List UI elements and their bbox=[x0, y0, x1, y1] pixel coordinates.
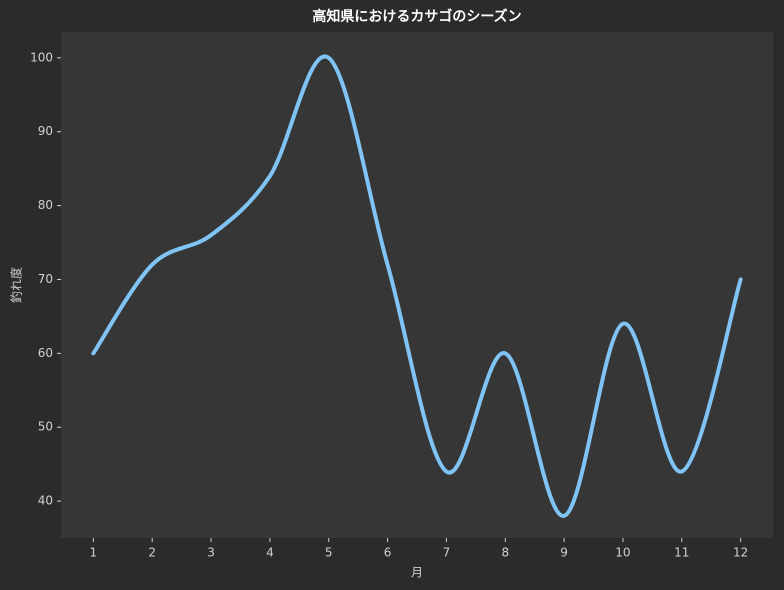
x-tick-label: 8 bbox=[501, 546, 509, 560]
y-tick-label: 80 bbox=[38, 198, 53, 212]
y-tick-label: 60 bbox=[38, 346, 53, 360]
plot-background bbox=[61, 32, 773, 538]
x-tick-label: 6 bbox=[384, 546, 392, 560]
line bbox=[91, 54, 743, 518]
y-tick-label: 90 bbox=[38, 124, 53, 138]
y-axis-label: 釣れ度 bbox=[9, 267, 24, 303]
x-tick-label: 5 bbox=[325, 546, 333, 560]
y-tick-label: 40 bbox=[38, 494, 53, 508]
x-axis-label: 月 bbox=[411, 566, 423, 580]
x-tick-label: 7 bbox=[443, 546, 451, 560]
x-tick-label: 10 bbox=[615, 546, 630, 560]
x-tick-label: 11 bbox=[674, 546, 689, 560]
x-tick-label: 4 bbox=[266, 546, 274, 560]
x-tick-label: 9 bbox=[560, 546, 568, 560]
y-tick-label: 100 bbox=[30, 50, 53, 64]
y-tick-label: 70 bbox=[38, 272, 53, 286]
chart-title: 高知県におけるカサゴのシーズン bbox=[312, 8, 521, 25]
x-tick-label: 1 bbox=[90, 546, 98, 560]
x-tick-label: 12 bbox=[733, 546, 748, 560]
x-tick-label: 3 bbox=[207, 546, 215, 560]
x-tick-label: 2 bbox=[148, 546, 156, 560]
y-tick-label: 50 bbox=[38, 420, 53, 434]
